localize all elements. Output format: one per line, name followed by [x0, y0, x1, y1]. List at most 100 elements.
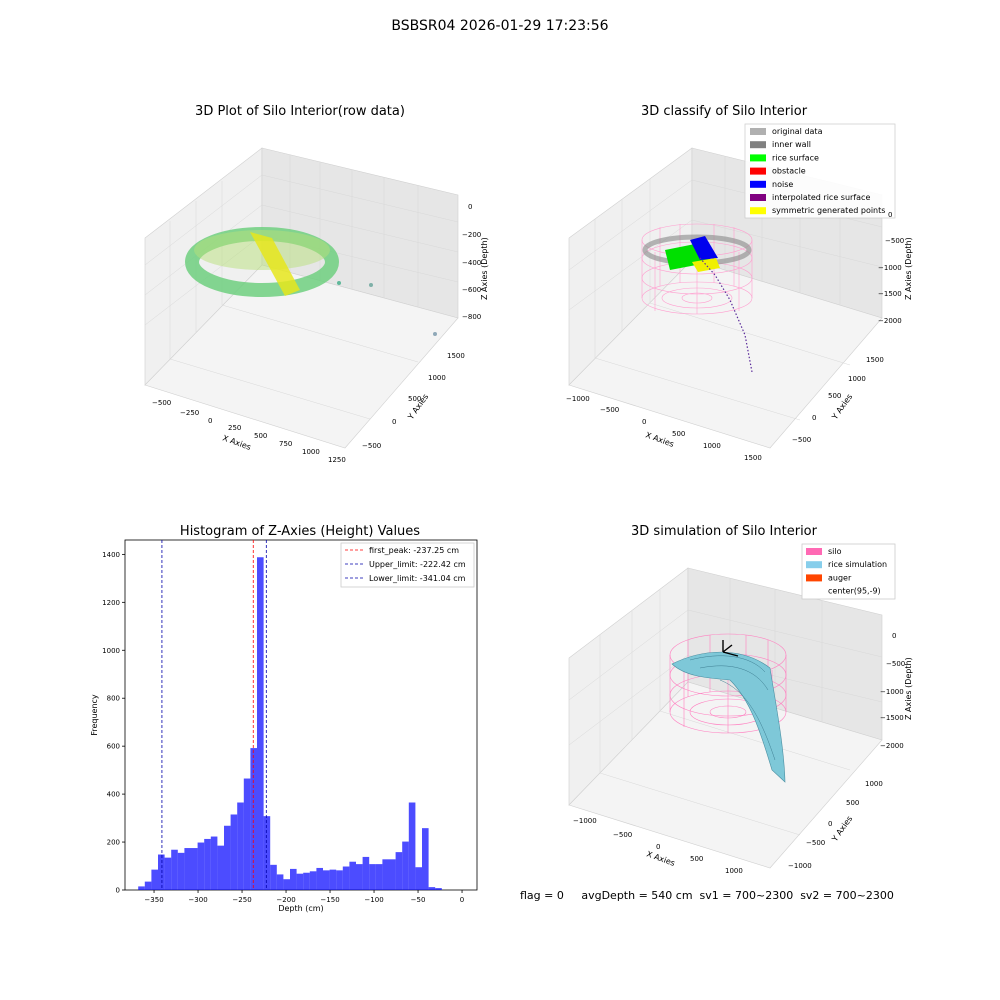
histogram-y-tick-label: 200: [107, 839, 120, 847]
svg-text:1000: 1000: [703, 442, 721, 450]
svg-text:0: 0: [892, 632, 896, 640]
classify-floor-pane: [568, 259, 883, 449]
classify-symmetric-points: [692, 258, 720, 272]
svg-text:1000: 1000: [725, 867, 743, 875]
simulation-3d-plot: silo rice simulation auger center(95,-9) −1…: [568, 543, 913, 875]
svg-text:−1000: −1000: [573, 817, 597, 825]
histogram-legend-label: Lower_limit: -341.04 cm: [369, 574, 466, 583]
histogram-bar: [158, 854, 165, 890]
histogram-y-tick-label: 1000: [102, 647, 120, 655]
svg-text:0: 0: [208, 417, 212, 425]
svg-text:−1500: −1500: [878, 290, 902, 298]
svg-text:−500: −500: [152, 399, 171, 407]
classify-legend-swatch: [750, 128, 766, 135]
histogram-bar: [257, 557, 264, 890]
histogram-bar: [243, 778, 251, 890]
histogram-bar: [217, 845, 224, 890]
simulation-legend-label: center(95,-9): [828, 587, 881, 596]
svg-text:0: 0: [468, 203, 472, 211]
histogram-legend-box: [340, 542, 475, 588]
svg-text:500: 500: [672, 430, 685, 438]
histogram-x-tick-label: −150: [320, 896, 339, 904]
classify-noise-cluster: [690, 236, 718, 260]
histogram-legend-label: Upper_limit: -222.42 cm: [369, 560, 466, 569]
simulation-x-ticks: −1000 −500 0 500 1000: [573, 817, 743, 875]
histogram-bar: [191, 848, 198, 890]
histogram-bar: [197, 842, 205, 890]
svg-text:1250: 1250: [328, 456, 346, 464]
classify-x-ticks: −1000 −500 0 500 1000 1500: [566, 395, 762, 462]
svg-text:−1000: −1000: [878, 264, 902, 272]
simulation-legend-swatch: [806, 561, 822, 569]
histogram-bar: [316, 867, 323, 890]
classify-x-label: X Axies: [644, 430, 675, 449]
histogram-bar: [151, 869, 158, 890]
histogram-bar: [210, 836, 218, 890]
svg-text:−400: −400: [462, 259, 481, 267]
svg-text:−500: −500: [362, 442, 381, 450]
svg-text:−500: −500: [600, 406, 619, 414]
histogram-bar: [422, 828, 429, 890]
simulation-legend-label: auger: [828, 573, 852, 582]
histogram-bar: [356, 864, 363, 890]
svg-text:−500: −500: [792, 436, 811, 444]
histogram-bar: [290, 868, 297, 890]
svg-text:0: 0: [392, 418, 396, 426]
svg-text:−500: −500: [806, 839, 825, 847]
histogram-title: Histogram of Z-Axies (Height) Values: [179, 524, 421, 539]
svg-text:−1500: −1500: [880, 714, 904, 722]
svg-text:−250: −250: [180, 409, 199, 417]
svg-text:−2000: −2000: [880, 742, 904, 750]
histogram-legend: first_peak: -237.25 cm Upper_limit: -222.…: [340, 542, 475, 588]
classify-z-ticks: 0 −500 −1000 −1500 −2000: [878, 211, 904, 325]
raw-3d-plot: −500 −250 0 250 500 750 1000 1250 X Axie…: [144, 147, 489, 464]
histogram-bar: [237, 802, 244, 890]
histogram-bar: [336, 870, 343, 890]
svg-text:500: 500: [690, 855, 703, 863]
classify-legend-swatch: [750, 194, 766, 201]
histogram-bar: [303, 872, 310, 890]
histogram-bar: [204, 838, 211, 890]
simulation-legend: silo rice simulation auger center(95,-9): [801, 543, 896, 600]
histogram-bar: [395, 852, 403, 890]
simulation-legend-swatch: [806, 548, 822, 555]
histogram-bar: [402, 841, 409, 890]
histogram-bar: [382, 859, 389, 890]
classify-legend-label: symmetric generated points: [772, 206, 885, 215]
classify-legend-swatch: [750, 141, 766, 149]
classify-legend-label: noise: [772, 180, 793, 189]
svg-text:−500: −500: [613, 831, 632, 839]
histogram-y-tick-label: 600: [107, 743, 120, 751]
svg-text:1000: 1000: [302, 448, 320, 456]
simulation-legend-swatch: [806, 574, 822, 582]
histogram-bar: [309, 871, 317, 890]
raw-x-ticks: −500 −250 0 250 500 750 1000 1250: [152, 399, 346, 464]
histogram-bar: [389, 859, 396, 890]
histogram-x-tick-label: 0: [460, 896, 464, 904]
histogram-reference-lines: [161, 540, 267, 890]
simulation-floor-pane: [568, 681, 883, 869]
simulation-axis-marker: [722, 640, 739, 657]
histogram-y-tick-label: 0: [116, 887, 120, 895]
simulation-z-ticks: 0 −500 −1000 −1500 −2000: [880, 632, 905, 750]
svg-text:1500: 1500: [866, 356, 884, 364]
histogram-bar: [224, 825, 231, 890]
histogram-bar: [428, 887, 436, 890]
svg-text:−200: −200: [462, 231, 481, 239]
classify-legend-label: rice surface: [772, 153, 819, 162]
histogram-y-tick-label: 1400: [102, 551, 120, 559]
raw-x-label: X Axies: [221, 433, 252, 452]
classify-legend-label: original data: [772, 127, 823, 136]
svg-text:0: 0: [642, 418, 646, 426]
histogram-bar: [323, 870, 330, 890]
status-footer: flag = 0 avgDepth = 540 cm sv1 = 700~230…: [520, 889, 894, 902]
svg-text:0: 0: [656, 843, 660, 851]
simulation-y-label: Y Axies: [830, 814, 855, 844]
classify-legend: original data inner wall rice surface obsta…: [744, 123, 896, 219]
simulation-x-label: X Axies: [645, 849, 676, 868]
svg-text:1000: 1000: [848, 375, 866, 383]
histogram-x-tick-label: −200: [276, 896, 295, 904]
histogram-bar: [375, 864, 383, 890]
histogram-bar: [408, 802, 416, 890]
histogram-bar: [296, 873, 304, 890]
